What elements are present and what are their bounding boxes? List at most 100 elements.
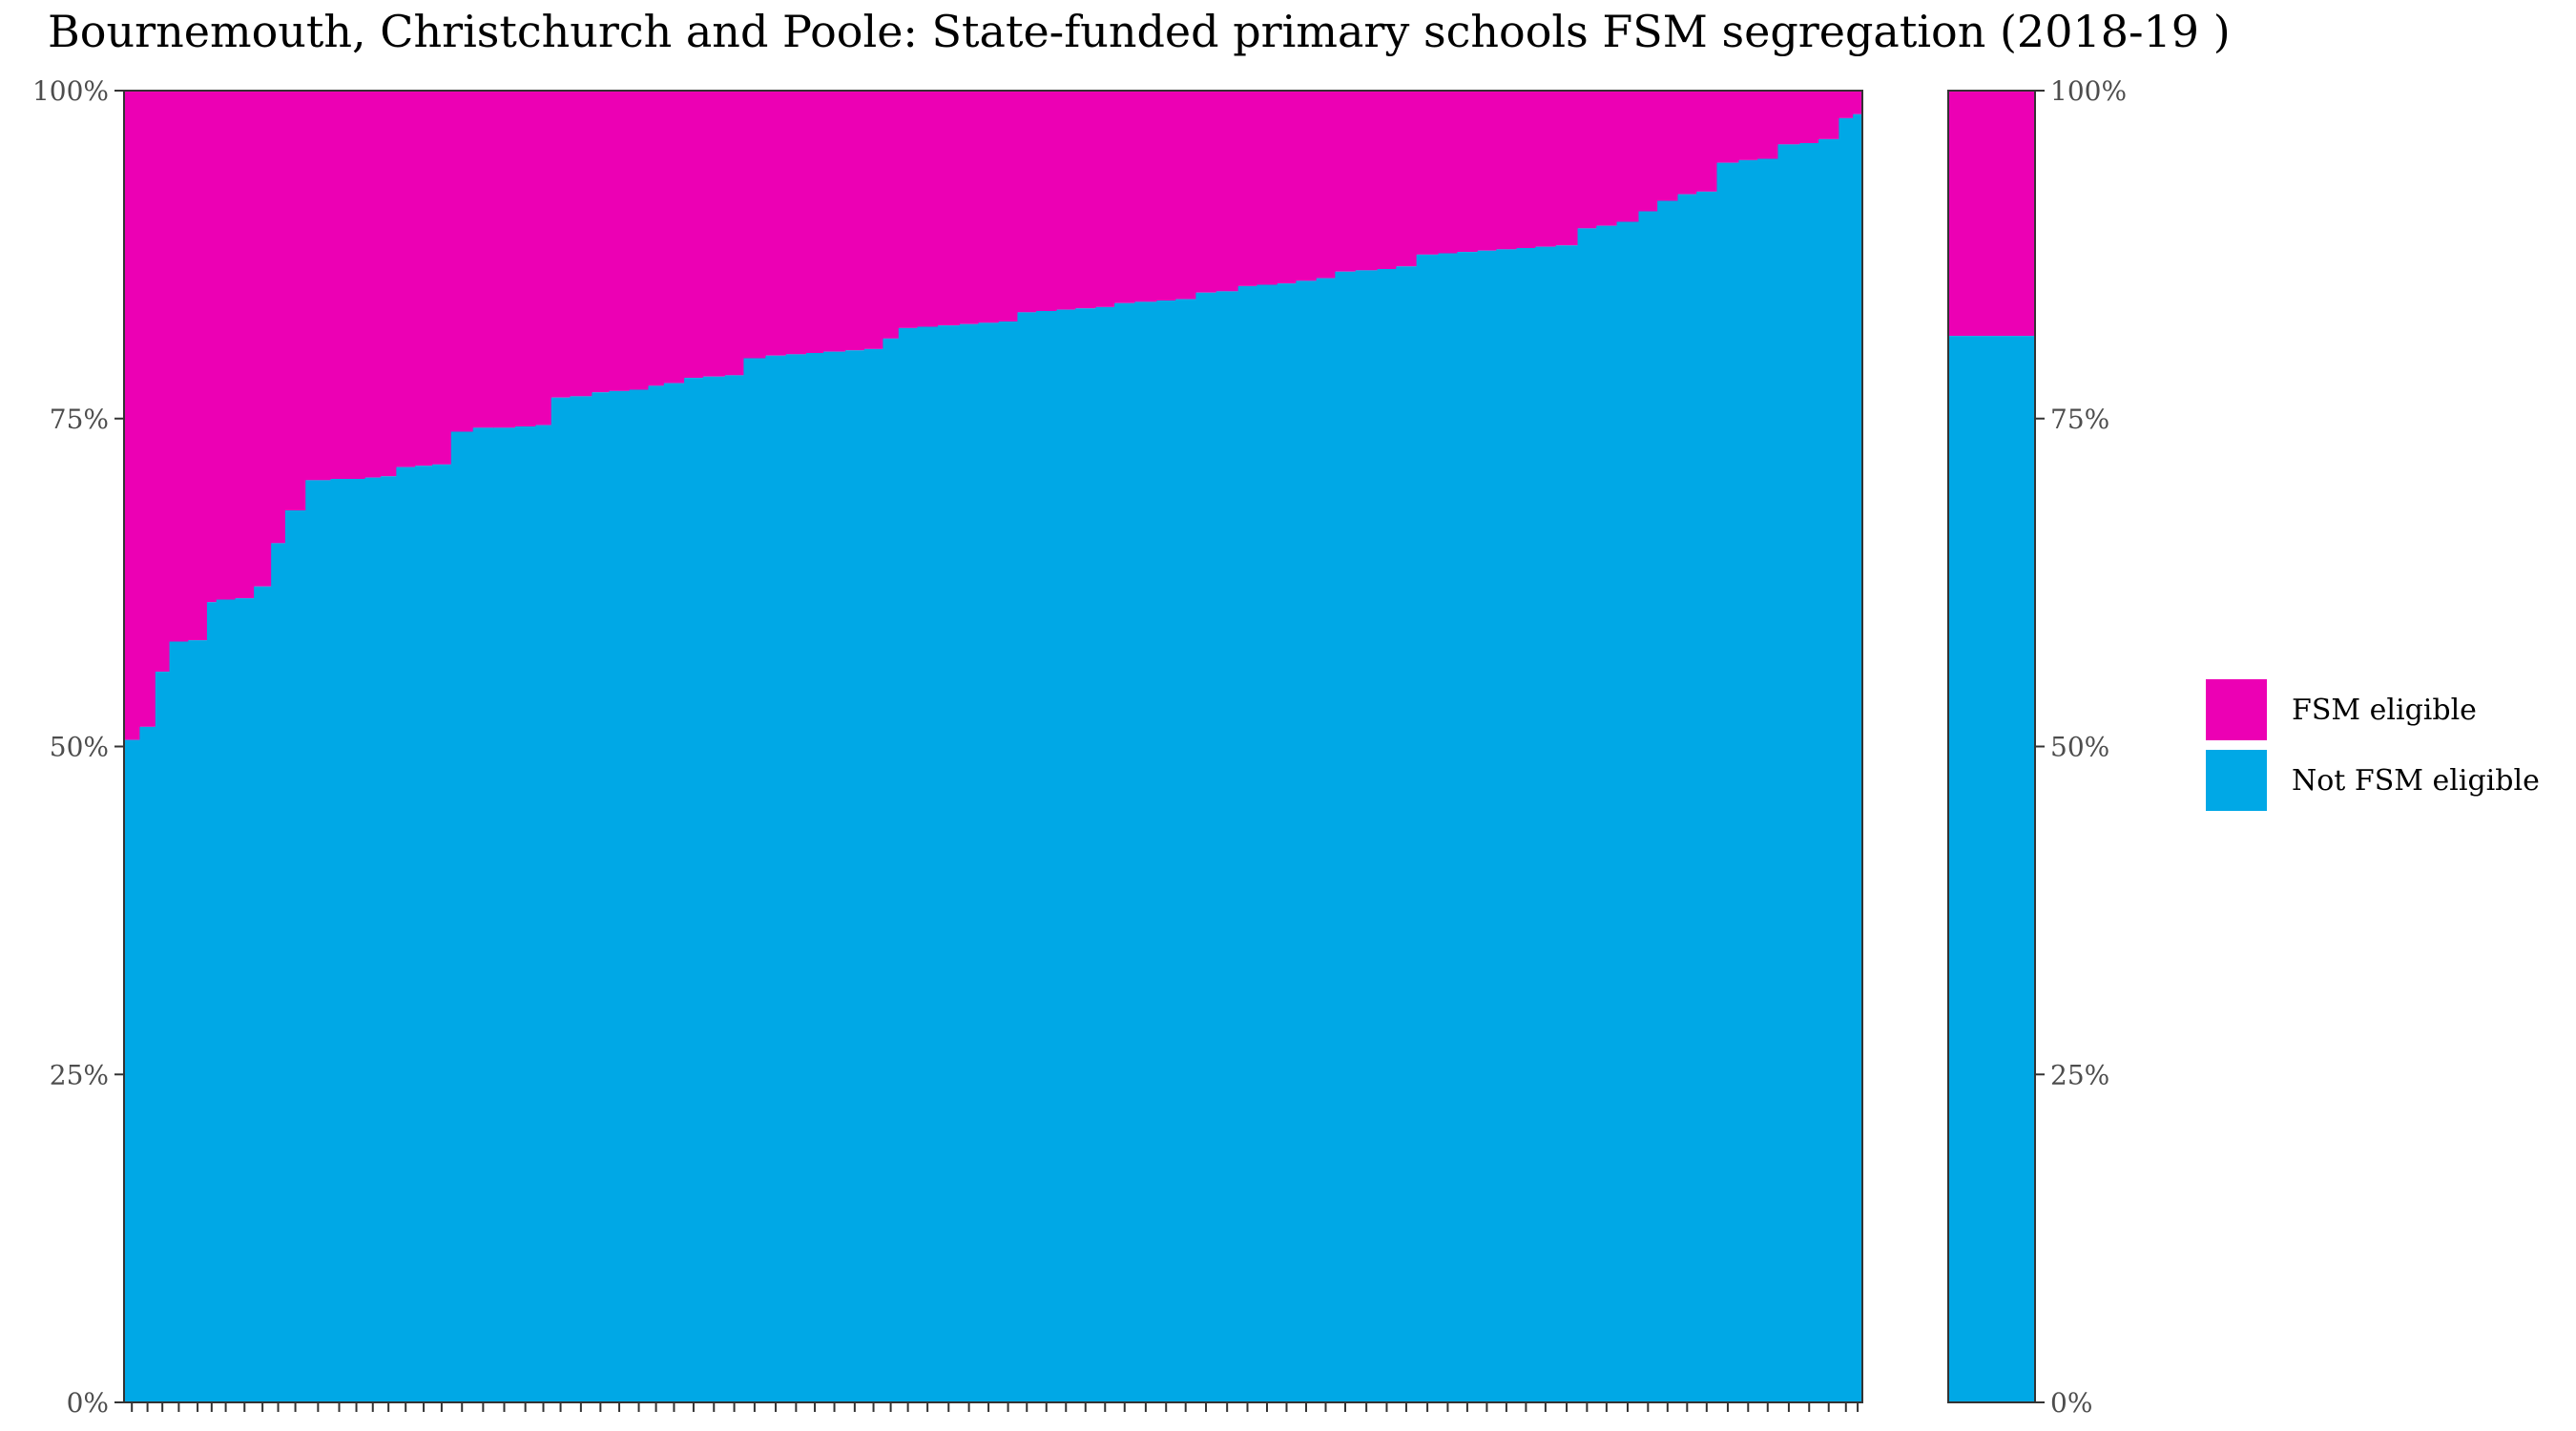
- school-bar-fsm-segment: [917, 91, 939, 327]
- overall-bar-not-fsm-segment: [1948, 336, 2035, 1402]
- school-bar-not-fsm-segment: [271, 543, 286, 1402]
- school-bar-not-fsm-segment: [551, 397, 571, 1402]
- school-bar-not-fsm-segment: [743, 358, 766, 1402]
- school-bar-not-fsm-segment: [415, 466, 433, 1402]
- school-bar-not-fsm-segment: [1257, 284, 1278, 1402]
- school-bar-not-fsm-segment: [959, 323, 980, 1402]
- school-bar-fsm-segment: [1156, 91, 1176, 301]
- school-bar-not-fsm-segment: [663, 383, 685, 1402]
- right-y-tick-label: 0%: [2050, 1387, 2092, 1419]
- school-bar-not-fsm-segment: [124, 739, 140, 1402]
- school-bar-fsm-segment: [235, 91, 255, 599]
- school-bar-fsm-segment: [765, 91, 787, 356]
- school-bar-fsm-segment: [648, 91, 665, 386]
- school-bar-fsm-segment: [1477, 91, 1497, 251]
- school-bar-fsm-segment: [1237, 91, 1257, 286]
- school-bar-not-fsm-segment: [609, 390, 631, 1402]
- school-bar-not-fsm-segment: [1156, 301, 1176, 1402]
- school-bar-fsm-segment: [1277, 91, 1297, 284]
- school-bar-not-fsm-segment: [702, 376, 726, 1402]
- school-bar-not-fsm-segment: [724, 375, 745, 1402]
- left-y-tick-label: 50%: [50, 732, 109, 763]
- school-bar-not-fsm-segment: [169, 641, 189, 1402]
- legend: FSM eligible Not FSM eligible: [2206, 679, 2540, 811]
- school-bar-fsm-segment: [959, 91, 980, 324]
- school-bar-not-fsm-segment: [1095, 306, 1115, 1402]
- school-bar-fsm-segment: [206, 91, 218, 603]
- school-bar-fsm-segment: [284, 91, 306, 510]
- school-bar-fsm-segment: [1438, 91, 1458, 254]
- school-bar-not-fsm-segment: [1477, 250, 1497, 1402]
- school-bar-fsm-segment: [432, 91, 452, 465]
- school-bar-not-fsm-segment: [1457, 252, 1479, 1402]
- school-bar-not-fsm-segment: [765, 355, 787, 1402]
- school-bar-not-fsm-segment: [450, 431, 474, 1402]
- school-bar-fsm-segment: [724, 91, 745, 376]
- school-bar-fsm-segment: [1839, 91, 1854, 118]
- school-bar-not-fsm-segment: [1496, 249, 1518, 1402]
- school-bar-not-fsm-segment: [1056, 309, 1076, 1402]
- school-bar-not-fsm-segment: [629, 389, 649, 1402]
- right-y-tick-label: 75%: [2050, 404, 2109, 435]
- school-bar-not-fsm-segment: [1818, 138, 1840, 1402]
- school-bar-not-fsm-segment: [1237, 285, 1257, 1402]
- school-bar-not-fsm-segment: [1114, 302, 1136, 1402]
- school-bar-not-fsm-segment: [188, 640, 208, 1402]
- legend-label: FSM eligible: [2292, 694, 2477, 727]
- x-axis-ticks: [131, 1402, 1859, 1412]
- school-bar-not-fsm-segment: [845, 350, 865, 1402]
- school-bar-fsm-segment: [1516, 91, 1536, 248]
- right-y-tick-label: 100%: [2050, 75, 2127, 107]
- school-bar-not-fsm-segment: [1075, 308, 1097, 1402]
- school-bar-not-fsm-segment: [284, 510, 306, 1402]
- school-bar-fsm-segment: [1818, 91, 1840, 139]
- school-bar-fsm-segment: [1056, 91, 1076, 310]
- school-bar-not-fsm-segment: [514, 426, 536, 1402]
- school-bar-not-fsm-segment: [1277, 283, 1297, 1402]
- school-bar-fsm-segment: [124, 91, 140, 740]
- school-bar-not-fsm-segment: [1853, 114, 1863, 1402]
- school-bar-fsm-segment: [347, 91, 366, 479]
- school-bar-fsm-segment: [330, 91, 349, 479]
- school-bar-fsm-segment: [743, 91, 766, 359]
- school-bar-fsm-segment: [1095, 91, 1115, 307]
- school-bar-fsm-segment: [139, 91, 156, 727]
- school-bar-not-fsm-segment: [1036, 311, 1058, 1402]
- school-bar-not-fsm-segment: [1577, 228, 1597, 1402]
- left-y-tick-label: 100%: [32, 75, 109, 107]
- school-bar-fsm-segment: [169, 91, 189, 642]
- school-bar-not-fsm-segment: [823, 351, 846, 1402]
- school-bar-fsm-segment: [806, 91, 824, 353]
- school-bar-fsm-segment: [1355, 91, 1379, 271]
- school-bar-fsm-segment: [254, 91, 272, 587]
- school-bar-fsm-segment: [1017, 91, 1037, 313]
- school-bar-not-fsm-segment: [570, 396, 592, 1402]
- school-bar-fsm-segment: [570, 91, 592, 397]
- school-bar-not-fsm-segment: [1638, 211, 1658, 1402]
- left-y-axis: 0% 25% 50% 75% 100%: [32, 75, 124, 1419]
- school-bar-not-fsm-segment: [1316, 278, 1336, 1402]
- school-bar-fsm-segment: [592, 91, 610, 393]
- school-bar-fsm-segment: [684, 91, 704, 379]
- school-bar-fsm-segment: [898, 91, 919, 328]
- school-bar-not-fsm-segment: [917, 326, 939, 1402]
- school-bar-fsm-segment: [883, 91, 900, 339]
- school-bar-fsm-segment: [493, 91, 516, 428]
- school-bar-not-fsm-segment: [1777, 144, 1801, 1402]
- school-bar-not-fsm-segment: [1799, 143, 1819, 1402]
- school-bar-fsm-segment: [702, 91, 726, 377]
- school-bar-fsm-segment: [271, 91, 286, 544]
- school-bar-not-fsm-segment: [1516, 248, 1536, 1402]
- school-bar-not-fsm-segment: [1716, 162, 1740, 1402]
- school-bar-fsm-segment: [785, 91, 807, 355]
- school-bar-not-fsm-segment: [432, 464, 452, 1402]
- school-bar-fsm-segment: [1114, 91, 1136, 303]
- school-bar-fsm-segment: [1555, 91, 1579, 246]
- school-bar-not-fsm-segment: [1134, 301, 1157, 1402]
- school-bar-fsm-segment: [663, 91, 685, 384]
- school-bar-fsm-segment: [155, 91, 171, 673]
- school-bar-fsm-segment: [1175, 91, 1196, 300]
- school-bar-fsm-segment: [1134, 91, 1157, 302]
- school-bar-not-fsm-segment: [1438, 253, 1458, 1402]
- school-bar-fsm-segment: [1577, 91, 1597, 229]
